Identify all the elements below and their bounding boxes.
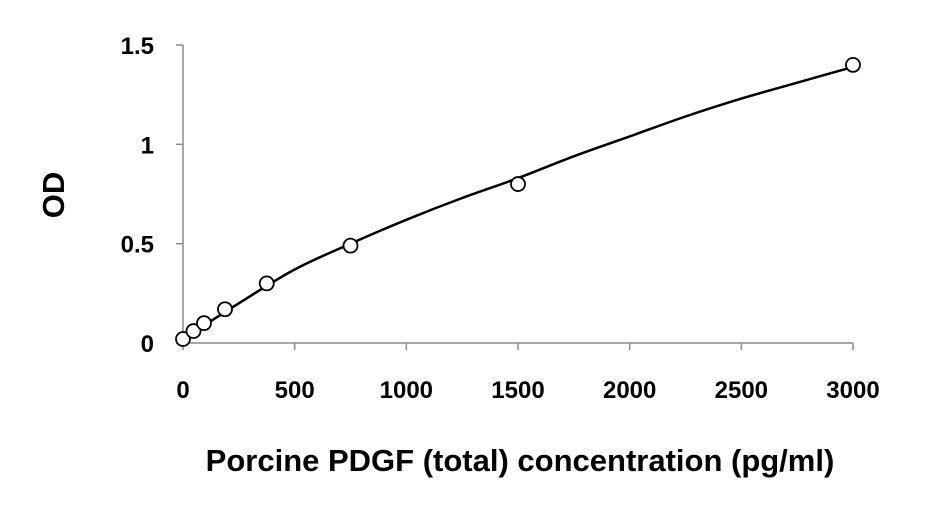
data-point <box>175 331 191 347</box>
trend-line <box>182 65 854 341</box>
data-point <box>510 176 526 192</box>
y-tick-label: 1.5 <box>121 33 154 60</box>
y-axis-title: OD <box>36 172 71 219</box>
data-point <box>845 56 861 73</box>
data-point <box>217 301 233 318</box>
y-axis-tick-labels: 0 0.5 1 1.5 <box>121 33 154 358</box>
y-tick-label: 0.5 <box>121 232 154 259</box>
x-tick-label: 3000 <box>826 377 879 404</box>
x-tick-label: 2000 <box>603 377 656 404</box>
data-point <box>196 315 212 332</box>
x-axis-title: Porcine PDGF (total) concentration (pg/m… <box>206 443 835 478</box>
x-tick-label: 1000 <box>380 377 433 404</box>
x-axis-ticks <box>182 343 854 350</box>
y-axis-ticks <box>176 44 183 344</box>
x-tick-label: 0 <box>176 377 189 404</box>
data-points <box>175 56 861 347</box>
x-tick-label: 500 <box>275 377 315 404</box>
x-tick-label: 1500 <box>491 377 544 404</box>
data-point <box>258 275 275 292</box>
data-point <box>342 237 359 254</box>
x-tick-label: 2500 <box>715 377 768 404</box>
y-tick-label: 1 <box>141 132 154 159</box>
y-tick-label: 0 <box>141 331 154 358</box>
x-axis-tick-labels: 0 500 1000 1500 2000 2500 3000 <box>176 377 879 404</box>
data-point <box>185 323 202 339</box>
